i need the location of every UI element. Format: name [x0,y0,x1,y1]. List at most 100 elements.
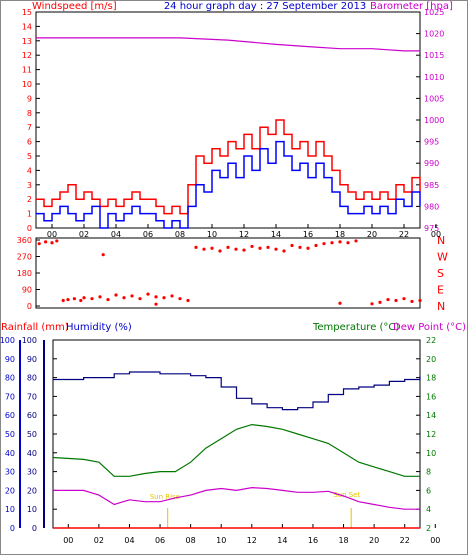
rain-tick-label: 40 [5,449,15,458]
x-tick-label: 06 [155,536,165,545]
direction-point [274,247,278,251]
compass-label: S [437,267,444,280]
direction-point [402,297,406,301]
wind-tick-label: 12 [22,51,32,60]
direction-point [98,295,102,299]
direction-point [250,244,254,249]
rain-tick-label: 90 [5,355,15,364]
direction-point [50,241,54,245]
humidity-tick-label: 60 [27,411,37,420]
direction-point [418,298,422,303]
direction-point [154,295,158,299]
wind-tick-label: 8 [27,109,32,118]
direction-point [79,298,83,303]
chart-title: 24 hour graph day : 27 September 2013 [164,1,366,12]
direction-tick-label: 360 [17,236,32,245]
dewpoint-axis-label: Dew Point (°C) [393,322,466,333]
temperature-axis-label: Temperature (°C) [312,322,399,333]
wind-tick-label: 13 [22,37,32,46]
wind-tick-label: 2 [27,195,32,204]
direction-point [266,245,270,249]
temp-tick-label: 22 [426,336,436,345]
x-tick-label: 06 [143,230,153,239]
direction-point [90,297,94,301]
direction-point [242,248,246,252]
rain-tick-label: 10 [5,505,15,514]
direction-point [55,239,59,243]
direction-point [61,298,65,303]
x-tick-label: 02 [94,536,104,545]
temp-tick-label: 12 [426,430,436,439]
rain-tick-label: 100 [0,336,15,345]
wind-tick-label: 15 [22,8,32,17]
temp-tick-label: 20 [426,355,436,364]
x-tick-label: 00 [47,230,57,239]
x-tick-label: 00 [63,536,73,545]
sunset-annotation: Sun Set [333,491,360,499]
barometer-tick-label: 980 [424,202,439,211]
direction-point [306,246,310,250]
x-tick-label: 12 [247,536,257,545]
barometer-tick-label: 1020 [424,30,444,39]
direction-point [282,249,286,253]
rain-tick-label: 30 [5,468,15,477]
compass-label: N [437,300,445,313]
direction-point [290,243,294,248]
windspeed-axis-label: Windspeed [m/s] [32,1,117,12]
direction-tick-label: 90 [22,286,32,295]
direction-point [82,296,86,300]
direction-point [202,247,206,251]
rain-tick-label: 70 [5,392,15,401]
direction-point [354,239,358,243]
direction-point [226,245,230,249]
direction-point [122,296,126,300]
x-tick-label: 22 [399,230,409,239]
barometer-tick-label: 990 [424,159,439,168]
rain-tick-label: 60 [5,411,15,420]
direction-point [210,246,214,250]
barometer-tick-label: 985 [424,181,439,190]
temp-tick-label: 18 [426,374,436,383]
direction-point [154,302,158,306]
direction-point [410,299,414,304]
rain-tick-label: 20 [5,486,15,495]
direction-point [370,302,374,306]
gust-series-line [36,140,421,229]
barometer-tick-label: 995 [424,138,439,147]
x-tick-label: 22 [400,536,410,545]
barometer-axis-label: Barometer [hpa] [370,1,453,12]
direction-point [218,249,222,253]
direction-point [130,294,134,298]
x-tick-label: 10 [207,230,217,239]
x-tick-label: 10 [216,536,226,545]
direction-point [37,242,41,246]
rain-tick-label: 0 [10,524,15,533]
barometer-tick-label: 1010 [424,73,444,82]
direction-point [138,297,142,301]
direction-point [66,297,70,302]
direction-point [338,240,342,244]
direction-point [194,245,198,249]
direction-point [72,297,76,301]
x-tick-label: 14 [277,536,287,545]
temp-tick-label: 10 [426,449,436,458]
humidity-tick-label: 40 [27,449,37,458]
direction-point [162,296,166,300]
humidity-tick-label: 20 [27,486,37,495]
direction-point [106,297,110,302]
rain-tick-label: 80 [5,374,15,383]
direction-point [101,253,105,257]
x-tick-label: 00 [430,536,440,545]
compass-label: N [437,234,445,247]
x-tick-label: 08 [175,230,185,239]
rainfall-axis-label: Rainfall (mm) [1,322,69,333]
x-tick-label: 20 [367,230,377,239]
wind-tick-label: 4 [27,166,32,175]
humidity-tick-label: 0 [32,524,37,533]
wind-tick-label: 10 [22,80,32,89]
x-tick-label: 04 [124,536,134,545]
direction-tick-label: 0 [27,302,32,311]
